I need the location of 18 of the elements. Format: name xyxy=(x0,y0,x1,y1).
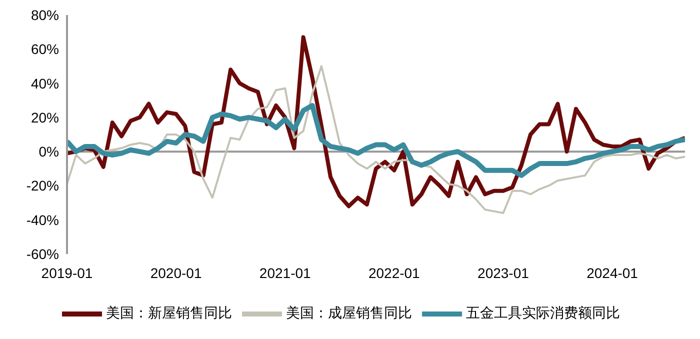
y-tick-label: -40% xyxy=(26,212,59,228)
y-tick-label: -60% xyxy=(26,246,59,262)
x-tick-label: 2020-01 xyxy=(150,264,202,281)
y-tick-label: 40% xyxy=(30,75,59,92)
y-tick-label: 0% xyxy=(38,144,59,160)
x-tick-label: 2024-01 xyxy=(586,264,638,281)
x-tick-label: 2019-01 xyxy=(41,264,93,281)
legend-label: 美国：成屋销售同比 xyxy=(286,304,412,321)
legend-label: 美国：新屋销售同比 xyxy=(106,304,232,321)
y-tick-label: 60% xyxy=(30,41,59,58)
y-tick-label: -20% xyxy=(26,178,59,194)
line-series xyxy=(67,65,685,214)
y-tick-label: 20% xyxy=(30,109,59,126)
x-tick-label: 2021-01 xyxy=(259,264,312,281)
y-tick-label: 80% xyxy=(30,6,59,23)
x-tick-label: 2023-01 xyxy=(478,264,530,281)
legend-label: 五金工具实际消费额同比 xyxy=(466,304,620,321)
x-tick-label: 2022-01 xyxy=(368,264,420,281)
